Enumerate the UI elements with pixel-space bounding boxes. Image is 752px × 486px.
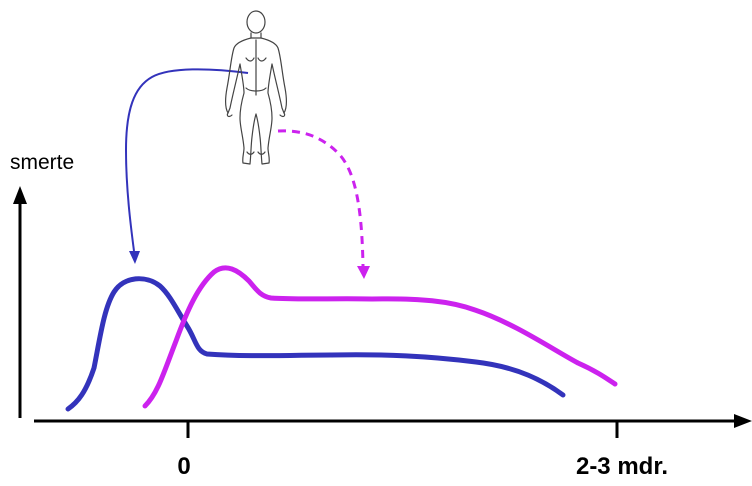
x-tick-label-end: 2-3 mdr. xyxy=(575,453,669,480)
blue-arrow xyxy=(124,68,249,252)
magenta-dashed-arrow xyxy=(277,129,365,267)
x-tick-label-0: 0 xyxy=(177,453,191,480)
axes xyxy=(13,186,752,438)
blue-arrowhead xyxy=(129,251,140,264)
human-body-back-view-icon xyxy=(225,10,287,165)
magenta-arrowhead xyxy=(357,266,370,279)
y-axis-arrowhead xyxy=(13,186,27,204)
x-axis-arrowhead xyxy=(734,414,752,428)
y-axis-label: smerte xyxy=(10,151,75,174)
blue-pain-curve xyxy=(65,276,566,412)
magenta-pain-curve xyxy=(142,265,618,409)
